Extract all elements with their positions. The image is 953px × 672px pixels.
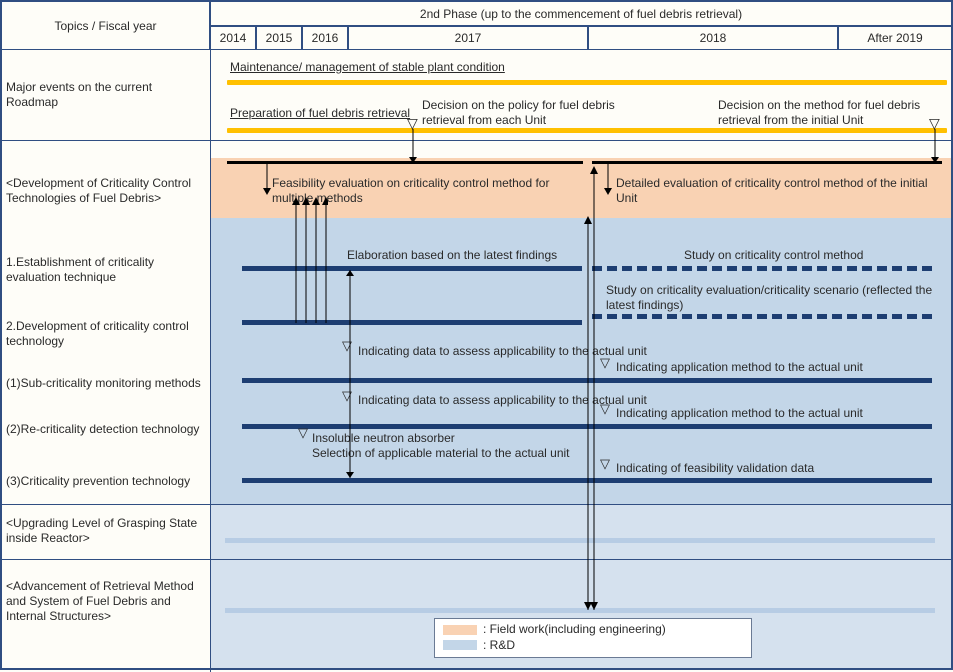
topics-header: Topics / Fiscal year bbox=[2, 2, 210, 50]
row-divider-3 bbox=[2, 559, 951, 560]
upgrade-bar bbox=[225, 538, 935, 543]
item1-bar-dashed-2 bbox=[592, 314, 932, 319]
legend-fieldwork: : Field work(including engineering) bbox=[443, 622, 743, 638]
advancement-label: <Advancement of Retrieval Method and Sys… bbox=[2, 562, 210, 640]
black-bar-2 bbox=[592, 161, 942, 164]
year-after2019: After 2019 bbox=[838, 26, 951, 50]
decision-2019-label: Decision on the method for fuel debris r… bbox=[718, 98, 948, 128]
black-bar-1 bbox=[227, 161, 583, 164]
sub1-label: (1)Sub-criticality monitoring methods bbox=[2, 364, 210, 402]
year-2018: 2018 bbox=[588, 26, 838, 50]
sub2-label: (2)Re-criticality detection technology bbox=[2, 410, 210, 448]
phase-header: 2nd Phase (up to the commencement of fue… bbox=[210, 2, 951, 26]
indic-appl-method-2: Indicating application method to the act… bbox=[616, 406, 863, 421]
phase-label: 2nd Phase (up to the commencement of fue… bbox=[420, 7, 742, 21]
sub3-label: (3)Criticality prevention technology bbox=[2, 462, 210, 500]
arrow-left-thread bbox=[342, 270, 362, 480]
row-divider-2 bbox=[2, 504, 951, 505]
item1-bar-dashed bbox=[592, 266, 932, 271]
indic-feas-data: Indicating of feasibility validation dat… bbox=[616, 461, 814, 476]
arrow-marker-2017-down bbox=[407, 129, 419, 163]
year-2016: 2016 bbox=[302, 26, 348, 50]
upgrade-label: <Upgrading Level of Grasping State insid… bbox=[2, 506, 210, 556]
arrow-up-group-left bbox=[292, 195, 328, 325]
year-2017: 2017 bbox=[348, 26, 588, 50]
maintenance-bar bbox=[227, 80, 947, 85]
legend-rd: : R&D bbox=[443, 638, 743, 654]
tri-4: ▽ bbox=[600, 401, 610, 417]
dev-crit-label: <Development of Criticality Control Tech… bbox=[2, 162, 210, 220]
row-divider-1 bbox=[2, 140, 951, 141]
arrow-vertical-center bbox=[584, 162, 604, 612]
legend: : Field work(including engineering) : R&… bbox=[434, 618, 752, 658]
arrow-marker-2019-down bbox=[929, 129, 941, 163]
swatch-fieldwork bbox=[443, 625, 477, 635]
preparation-label: Preparation of fuel debris retrieval bbox=[230, 106, 410, 121]
study-scenario-label: Study on criticality evaluation/critical… bbox=[606, 283, 936, 313]
tri-5: ▽ bbox=[298, 425, 308, 441]
maintenance-label: Maintenance/ management of stable plant … bbox=[230, 60, 505, 75]
advancement-bar bbox=[225, 608, 935, 613]
decision-2017-label: Decision on the policy for fuel debris r… bbox=[422, 98, 652, 128]
topics-label: Topics / Fiscal year bbox=[54, 19, 156, 33]
year-2015: 2015 bbox=[256, 26, 302, 50]
elaboration-label: Elaboration based on the latest findings bbox=[347, 248, 557, 263]
swatch-rd bbox=[443, 640, 477, 650]
tri-2: ▽ bbox=[600, 355, 610, 371]
year-2014: 2014 bbox=[210, 26, 256, 50]
indic-appl-method-1: Indicating application method to the act… bbox=[616, 360, 863, 375]
arrow-black-down-left-1 bbox=[261, 163, 273, 195]
item2-label: 2.Development of criticality control tec… bbox=[2, 314, 210, 354]
study-control-label: Study on criticality control method bbox=[684, 248, 863, 263]
tri-6: ▽ bbox=[600, 456, 610, 472]
preparation-bar bbox=[227, 128, 947, 133]
detailed-eval-label: Detailed evaluation of criticality contr… bbox=[616, 176, 936, 206]
item1-label: 1.Establishment of criticality evaluatio… bbox=[2, 250, 210, 290]
rd-band-upgrade bbox=[211, 504, 951, 559]
major-events-label: Major events on the current Roadmap bbox=[2, 50, 210, 140]
